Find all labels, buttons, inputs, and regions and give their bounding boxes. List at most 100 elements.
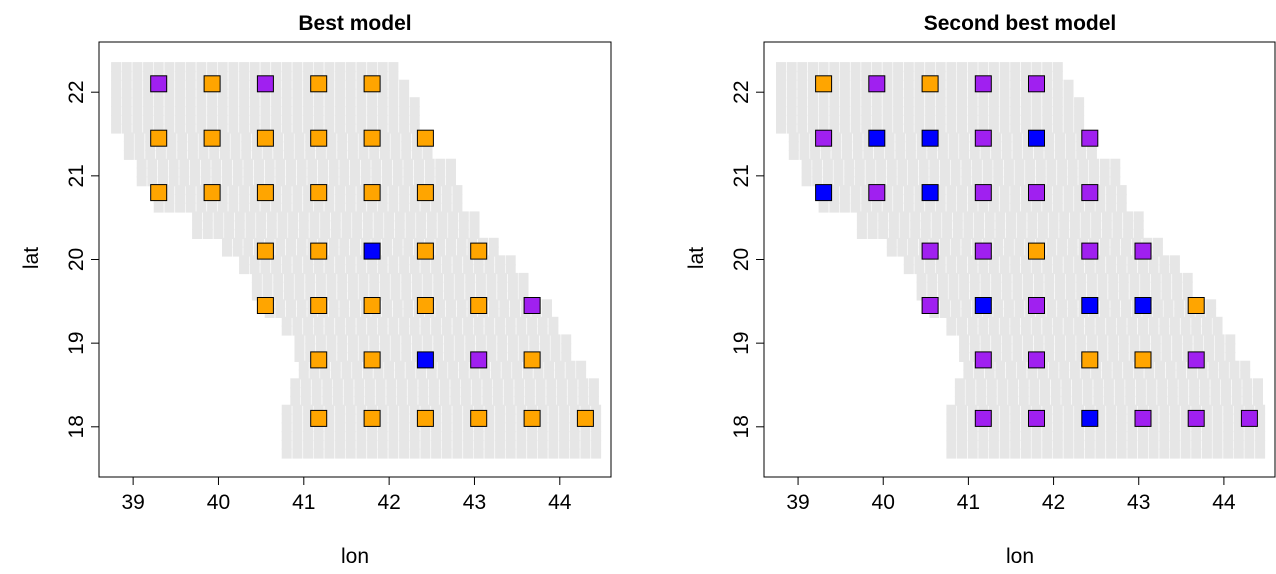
background-cell bbox=[375, 387, 386, 398]
background-cell bbox=[1169, 264, 1180, 275]
background-cell bbox=[153, 123, 164, 134]
background-cell bbox=[260, 123, 271, 134]
background-cell bbox=[281, 88, 292, 99]
background-cell bbox=[988, 422, 999, 433]
background-cell bbox=[903, 62, 914, 73]
background-cell bbox=[1035, 176, 1046, 187]
background-cell bbox=[1172, 352, 1183, 362]
background-cell bbox=[315, 281, 326, 292]
background-cell bbox=[303, 62, 314, 73]
background-cell bbox=[143, 79, 154, 90]
background-cell bbox=[1046, 167, 1057, 178]
background-cell bbox=[1123, 229, 1134, 239]
background-cell bbox=[309, 229, 320, 239]
background-cell bbox=[296, 246, 307, 257]
background-cell bbox=[988, 202, 999, 213]
background-cell bbox=[808, 97, 818, 108]
background-cell bbox=[935, 264, 946, 275]
background-cell bbox=[185, 88, 196, 99]
background-cell bbox=[1020, 62, 1031, 73]
background-cell bbox=[1121, 299, 1131, 310]
background-cell bbox=[808, 62, 818, 73]
background-cell bbox=[959, 334, 970, 345]
background-cell bbox=[1133, 229, 1144, 239]
background-cell bbox=[251, 290, 262, 301]
background-cell bbox=[275, 158, 286, 169]
background-cell bbox=[1042, 97, 1053, 108]
background-cell bbox=[134, 149, 145, 160]
background-cell bbox=[980, 334, 991, 345]
background-cell bbox=[1027, 211, 1038, 222]
background-cell bbox=[850, 79, 861, 90]
background-cell bbox=[1042, 439, 1053, 450]
background-cell bbox=[328, 299, 339, 310]
site-point-orange bbox=[256, 242, 274, 260]
site-point-purple bbox=[974, 242, 992, 260]
background-cell bbox=[1033, 281, 1044, 292]
background-cell bbox=[136, 167, 147, 178]
background-cell bbox=[121, 70, 132, 81]
background-cell bbox=[1014, 246, 1025, 257]
background-cell bbox=[303, 413, 314, 424]
background-cell bbox=[298, 220, 309, 231]
background-cell bbox=[339, 299, 350, 310]
background-cell bbox=[373, 229, 384, 239]
background-cell bbox=[967, 448, 978, 459]
background-cell bbox=[995, 229, 1006, 239]
background-cell bbox=[313, 422, 324, 433]
background-cell bbox=[420, 316, 431, 327]
background-cell bbox=[111, 106, 122, 116]
background-cell bbox=[978, 431, 989, 441]
background-cell bbox=[1033, 343, 1044, 354]
background-cell bbox=[1003, 308, 1014, 318]
background-cell bbox=[111, 62, 122, 73]
background-cell bbox=[993, 308, 1004, 318]
background-cell bbox=[441, 448, 452, 459]
background-cell bbox=[1101, 229, 1112, 239]
background-cell bbox=[399, 316, 410, 327]
background-cell bbox=[347, 352, 358, 362]
background-cell bbox=[358, 132, 369, 143]
background-cell bbox=[414, 176, 424, 187]
background-cell bbox=[377, 325, 388, 336]
background-cell bbox=[232, 167, 243, 178]
background-cell bbox=[463, 255, 474, 266]
background-cell bbox=[839, 70, 850, 81]
background-cell bbox=[559, 413, 570, 424]
site-point-orange bbox=[256, 184, 274, 202]
background-cell bbox=[356, 255, 367, 266]
background-cell bbox=[1023, 149, 1033, 160]
background-cell bbox=[1025, 176, 1036, 187]
background-cell bbox=[409, 422, 420, 433]
background-cell bbox=[377, 202, 388, 213]
background-cell bbox=[448, 229, 459, 239]
background-cell bbox=[984, 229, 995, 239]
background-cell bbox=[914, 202, 925, 213]
background-cell bbox=[1097, 290, 1108, 301]
background-cell bbox=[175, 79, 186, 90]
background-cell bbox=[1095, 185, 1106, 196]
background-cell bbox=[961, 308, 972, 318]
background-cell bbox=[405, 360, 416, 371]
background-cell bbox=[903, 185, 914, 196]
background-cell bbox=[418, 378, 429, 389]
background-cell bbox=[273, 281, 284, 292]
background-cell bbox=[839, 185, 850, 196]
background-cell bbox=[1084, 448, 1095, 459]
background-cell bbox=[401, 132, 412, 143]
background-cell bbox=[379, 290, 390, 301]
background-cell bbox=[988, 70, 999, 81]
background-cell bbox=[527, 404, 538, 415]
background-cell bbox=[925, 114, 936, 125]
background-cell bbox=[861, 123, 872, 134]
background-cell bbox=[897, 158, 908, 169]
background-cell bbox=[957, 422, 967, 433]
background-cell bbox=[1052, 193, 1063, 204]
background-cell bbox=[392, 246, 403, 257]
background-cell bbox=[576, 360, 587, 371]
background-cell bbox=[1140, 290, 1151, 301]
background-cell bbox=[337, 149, 348, 160]
background-cell bbox=[1086, 343, 1097, 354]
background-cell bbox=[1176, 369, 1187, 380]
background-cell bbox=[1108, 281, 1119, 292]
